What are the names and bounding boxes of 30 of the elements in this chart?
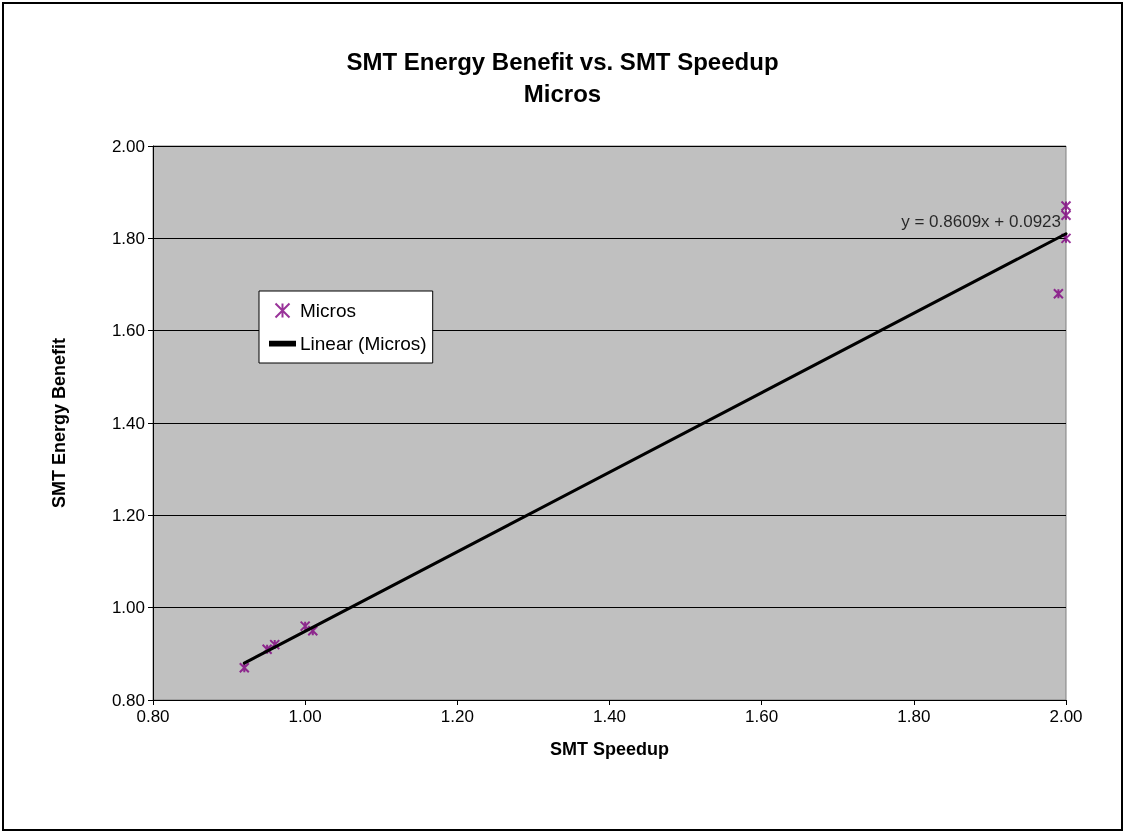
x-tick-label: 2.00 <box>1049 707 1083 726</box>
y-tick-label: 1.60 <box>111 321 145 341</box>
annotation: y = 0.8609x + 0.0923 <box>901 212 1061 232</box>
chart-subtitle: Micros <box>523 79 602 107</box>
x-tick-label: 1.80 <box>897 707 931 726</box>
y-tick-label: 1.00 <box>111 598 145 618</box>
point <box>1060 209 1072 221</box>
chart-title: SMT Energy Benefit vs. SMT Speedup <box>346 47 779 75</box>
point <box>1060 200 1072 212</box>
point <box>307 625 319 637</box>
y-tick-label: 1.20 <box>111 505 145 525</box>
legend-label: Micros <box>300 300 356 321</box>
x-tick-label: 1.00 <box>288 707 322 726</box>
point <box>238 662 250 674</box>
y-axis-title: SMT Energy Benefit <box>49 337 69 509</box>
point <box>261 643 273 655</box>
point <box>299 620 311 632</box>
x-tick-label: 0.80 <box>136 707 170 726</box>
y-tick-label: 1.40 <box>111 413 145 433</box>
y-tick-label: 0.80 <box>111 690 145 710</box>
point <box>1052 288 1064 300</box>
x-axis-title: SMT Speedup <box>549 739 670 759</box>
legend-label: Linear (Micros) <box>300 333 427 354</box>
y-tick-label: 2.00 <box>111 136 145 156</box>
x-tick-label: 1.20 <box>440 707 474 726</box>
point <box>1060 232 1072 244</box>
x-tick-label: 1.40 <box>592 707 627 726</box>
y-tick-label: 1.80 <box>111 228 145 248</box>
point <box>269 639 281 651</box>
x-tick-label: 1.60 <box>745 707 779 726</box>
